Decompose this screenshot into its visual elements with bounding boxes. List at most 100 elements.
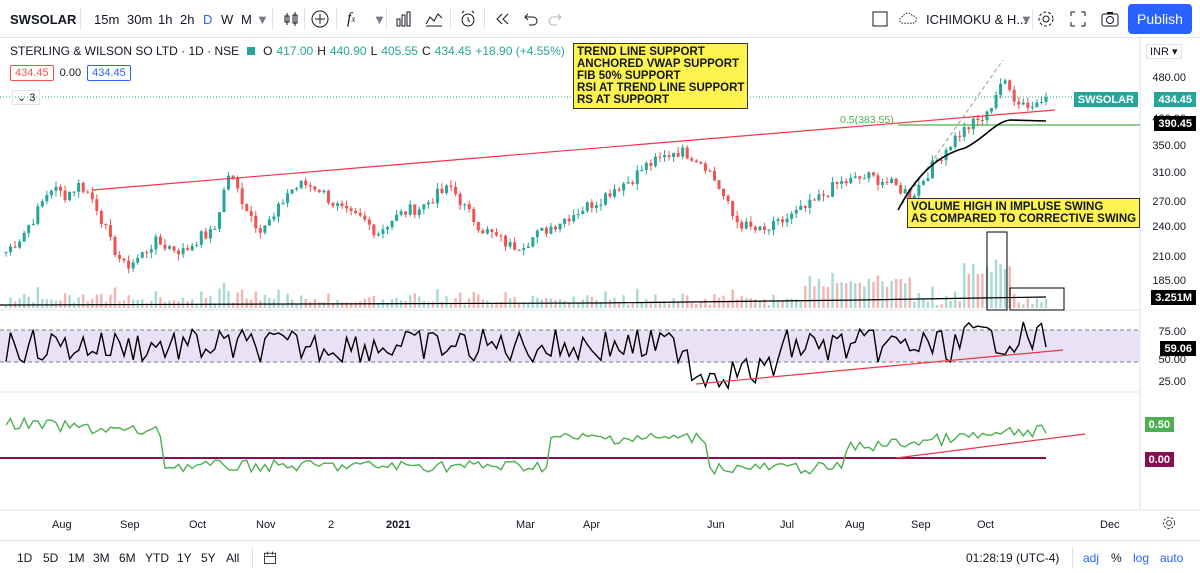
bottom-bar: 1D 5D 1M 3M 6M YTD 1Y 5Y All 01:28:19 (U… xyxy=(0,540,1200,573)
bid-price[interactable]: 434.45 xyxy=(10,65,54,81)
volume-bar xyxy=(191,299,194,308)
volume-bar xyxy=(872,282,875,308)
fullscreen-icon[interactable] xyxy=(1068,0,1088,38)
rsi-trend-line xyxy=(695,349,1064,385)
volume-bar xyxy=(990,272,993,308)
add-compare-icon[interactable] xyxy=(310,0,330,38)
candle-body xyxy=(199,231,203,245)
candle-body xyxy=(708,170,712,172)
financials-icon[interactable] xyxy=(394,0,414,38)
fib-label[interactable]: 0.5(383.55) xyxy=(840,114,894,126)
layout-icon[interactable] xyxy=(870,0,890,38)
range-3m[interactable]: 3M xyxy=(93,550,110,565)
indicator-template[interactable]: ICHIMOKU & H... xyxy=(926,11,1028,27)
volume-bar xyxy=(999,263,1002,308)
candle-body xyxy=(1026,102,1030,108)
currency-label: INR xyxy=(1150,46,1169,58)
range-5d[interactable]: 5D xyxy=(43,550,59,565)
goto-date-icon[interactable] xyxy=(262,541,278,573)
range-5y[interactable]: 5Y xyxy=(201,550,216,565)
volume-bar xyxy=(359,301,362,308)
interval-2h[interactable]: 2h xyxy=(180,11,195,27)
volume-bar xyxy=(368,297,371,308)
interval-m[interactable]: M xyxy=(241,11,252,27)
adj-toggle[interactable]: adj xyxy=(1083,550,1100,565)
candle-body xyxy=(113,237,117,255)
snapshot-icon[interactable] xyxy=(1100,0,1120,38)
o-value: 417.00 xyxy=(276,44,314,58)
candle-body xyxy=(667,155,671,157)
redo-icon[interactable] xyxy=(546,0,566,38)
rs-trend-line xyxy=(895,433,1086,459)
symbol-search[interactable]: SWSOLAR xyxy=(10,11,77,27)
candle-body xyxy=(535,230,539,238)
cloud-icon[interactable] xyxy=(898,0,918,38)
settings-icon[interactable] xyxy=(1161,515,1177,531)
volume-bar xyxy=(699,302,703,308)
alert-icon[interactable] xyxy=(458,0,478,38)
range-all[interactable]: All xyxy=(226,550,240,565)
candle-body xyxy=(740,222,744,229)
volume-bar xyxy=(349,302,353,308)
chevron-down-icon[interactable]: ▼ xyxy=(373,11,386,27)
note-line: VOLUME HIGH IN IMPLUSE SWING xyxy=(911,201,1104,213)
volume-bar xyxy=(676,301,680,308)
interval-30m[interactable]: 30m xyxy=(127,11,153,27)
replay-icon[interactable] xyxy=(492,0,512,38)
fib-diagonal xyxy=(897,59,1004,211)
candle-body xyxy=(445,185,449,193)
settings-icon[interactable] xyxy=(1036,0,1056,38)
range-1m[interactable]: 1M xyxy=(68,550,85,565)
candle-body xyxy=(980,120,984,122)
candle-body xyxy=(958,135,962,137)
interval-w[interactable]: W xyxy=(221,11,234,27)
ask-price[interactable]: 434.45 xyxy=(87,65,131,81)
interval-15m[interactable]: 15m xyxy=(94,11,120,27)
price-chart[interactable] xyxy=(0,38,1200,540)
clock-time[interactable]: 01:28:19 (UTC-4) xyxy=(966,550,1060,565)
candle-body xyxy=(590,202,594,208)
log-toggle[interactable]: log xyxy=(1133,550,1150,565)
candle-body xyxy=(831,182,835,197)
publish-button[interactable]: Publish xyxy=(1128,4,1192,34)
interval-d[interactable]: D xyxy=(203,11,213,27)
chevron-down-icon[interactable]: ▼ xyxy=(1020,11,1033,27)
candle-body xyxy=(236,178,240,189)
volume-bar xyxy=(908,277,911,308)
candle-body xyxy=(27,225,31,233)
templates-icon[interactable] xyxy=(424,0,444,38)
volume-bar xyxy=(817,279,821,308)
candle-body xyxy=(626,182,630,184)
vwap-line xyxy=(897,119,1047,211)
range-1y[interactable]: 1Y xyxy=(177,550,192,565)
candle-body xyxy=(581,210,585,215)
candle-body xyxy=(694,160,698,162)
divider xyxy=(450,8,451,30)
undo-icon[interactable] xyxy=(520,0,540,38)
currency-select[interactable]: INR ▾ xyxy=(1146,44,1182,59)
volume-note[interactable]: VOLUME HIGH IN IMPLUSE SWING AS COMPARED… xyxy=(907,198,1141,228)
range-ytd[interactable]: YTD xyxy=(145,550,169,565)
collapse-count: 3 xyxy=(29,92,36,104)
candle-body xyxy=(926,178,930,181)
rs-tag: 0.50 xyxy=(1144,417,1174,432)
auto-toggle[interactable]: auto xyxy=(1160,550,1184,565)
support-note[interactable]: TREND LINE SUPPORT ANCHORED VWAP SUPPORT… xyxy=(573,43,749,109)
volume-bar xyxy=(82,294,85,308)
bar-style-icon[interactable] xyxy=(281,0,301,38)
candle-body xyxy=(90,192,94,200)
percent-toggle[interactable]: % xyxy=(1111,550,1122,565)
volume-bar xyxy=(749,298,753,308)
collapse-indicators-button[interactable]: ⌄ 3 xyxy=(12,90,41,105)
candle-body xyxy=(77,182,81,192)
legend-title[interactable]: STERLING & WILSON SO LTD · 1D · NSE xyxy=(10,44,240,58)
legend: STERLING & WILSON SO LTD · 1D · NSE O 417… xyxy=(10,44,565,58)
volume-bar xyxy=(181,297,185,308)
chart-area[interactable] xyxy=(0,38,1200,540)
range-1d[interactable]: 1D xyxy=(17,550,33,565)
range-6m[interactable]: 6M xyxy=(119,550,136,565)
chevron-down-icon[interactable]: ▼ xyxy=(256,11,269,27)
candle-body xyxy=(217,212,221,229)
interval-1h[interactable]: 1h xyxy=(158,11,173,27)
